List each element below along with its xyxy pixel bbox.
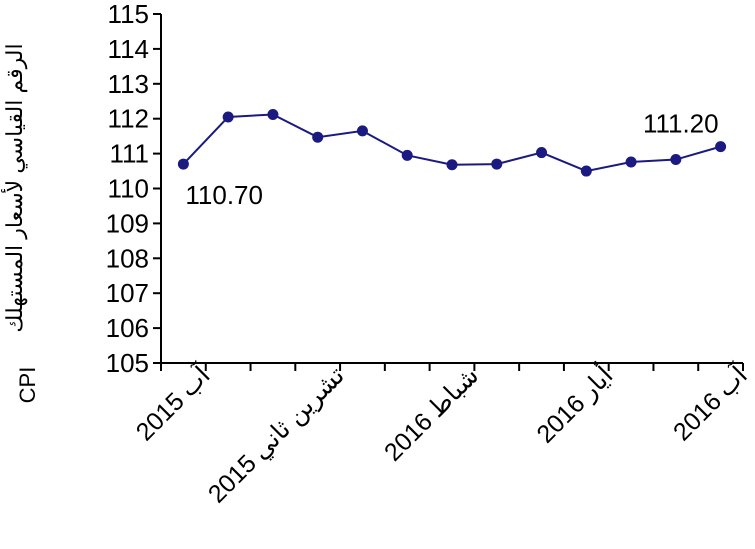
x-tick-month: آب (710, 359, 754, 403)
data-point (222, 111, 234, 123)
x-tick-year: 2015 (131, 387, 190, 446)
data-point (580, 165, 592, 177)
cpi-series (177, 109, 727, 177)
x-tick-year: 2016 (668, 387, 727, 446)
data-point (446, 159, 458, 171)
y-tick-label: 110 (108, 174, 149, 204)
x-tick-label: 2016أيار (529, 359, 620, 450)
data-point (536, 147, 548, 159)
y-tick-label: 107 (106, 278, 149, 308)
data-point (491, 158, 503, 170)
x-tick-year: 2016 (531, 389, 590, 448)
y-axis-title-cpi: CPI (15, 367, 40, 404)
y-tick-label: 105 (106, 348, 149, 378)
y-tick-label: 111 (109, 139, 149, 169)
data-label: 111.20 (643, 109, 719, 139)
data-point (356, 125, 368, 137)
y-tick-label: 115 (108, 0, 149, 29)
data-point (401, 149, 413, 161)
data-point (715, 141, 727, 153)
y-axis-title-arabic: الرقم القياسي لأسعار المستهلك (0, 43, 28, 332)
y-tick-label: 112 (108, 104, 149, 134)
data-point (312, 131, 324, 143)
data-label: 110.70 (185, 180, 263, 210)
data-labels: 110.70 111.20 (185, 109, 718, 210)
data-point (625, 156, 637, 168)
y-axis-ticks: 105 106 107 108 109 110 111 112 113 114 115 (106, 0, 161, 378)
y-tick-label: 109 (106, 208, 149, 238)
x-tick-label: 2015تشرين ثاني (203, 361, 351, 509)
y-tick-label: 108 (106, 243, 149, 273)
data-point (670, 154, 682, 166)
data-point (177, 158, 189, 170)
y-tick-label: 114 (108, 34, 149, 64)
data-point (267, 109, 279, 121)
x-tick-year: 2016 (379, 408, 438, 467)
y-axis-title: الرقم القياسي لأسعار المستهلك CPI (0, 43, 40, 403)
x-tick-month: تشرين ثاني (246, 361, 350, 465)
x-tick-label: 2016شباط (379, 361, 484, 466)
y-tick-label: 106 (106, 313, 149, 343)
y-tick-label: 113 (108, 69, 149, 99)
x-tick-month: آب (173, 359, 217, 403)
x-tick-year: 2015 (203, 449, 262, 508)
x-tick-label: 2016آب (667, 359, 754, 446)
